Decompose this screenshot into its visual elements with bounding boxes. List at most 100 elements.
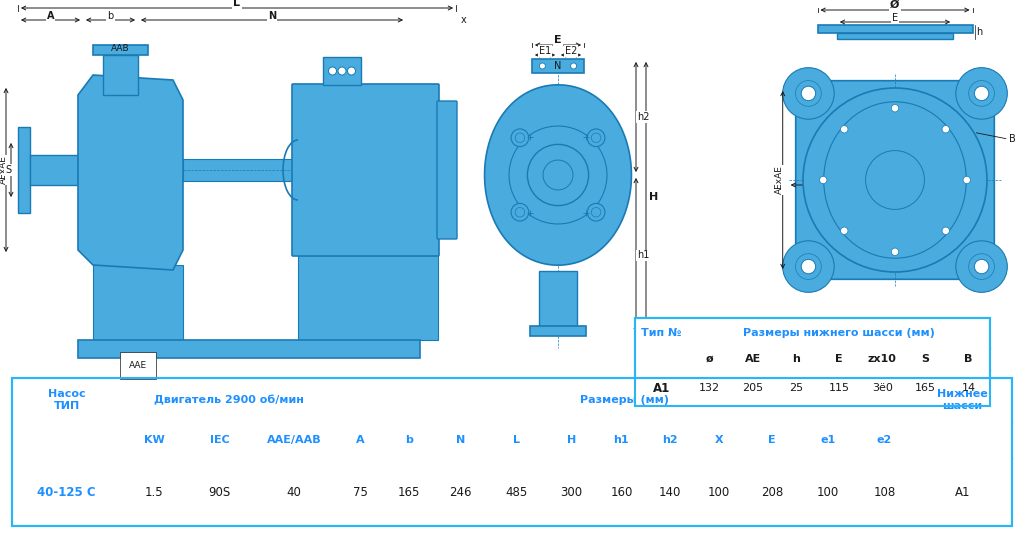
Circle shape xyxy=(841,126,848,133)
Text: h2: h2 xyxy=(637,112,649,122)
FancyBboxPatch shape xyxy=(532,59,584,73)
Text: 100: 100 xyxy=(708,486,730,499)
Text: B: B xyxy=(1009,133,1016,144)
Ellipse shape xyxy=(823,102,967,258)
Circle shape xyxy=(587,203,605,221)
Circle shape xyxy=(591,208,601,217)
Circle shape xyxy=(865,151,925,209)
Text: 1.5: 1.5 xyxy=(144,486,164,499)
Polygon shape xyxy=(78,75,183,270)
Circle shape xyxy=(841,227,848,235)
Circle shape xyxy=(891,105,899,112)
Text: 90S: 90S xyxy=(208,486,230,499)
Circle shape xyxy=(796,254,821,280)
FancyBboxPatch shape xyxy=(323,57,361,85)
Text: 40: 40 xyxy=(287,486,301,499)
Text: 208: 208 xyxy=(761,486,783,499)
FancyBboxPatch shape xyxy=(837,33,953,39)
Text: 100: 100 xyxy=(817,486,840,499)
Text: E: E xyxy=(836,354,843,364)
Text: S: S xyxy=(5,165,11,175)
Circle shape xyxy=(527,144,589,205)
Circle shape xyxy=(891,248,899,255)
FancyBboxPatch shape xyxy=(796,81,994,279)
Circle shape xyxy=(801,260,816,274)
Text: Тип №: Тип № xyxy=(641,328,682,338)
Text: b: b xyxy=(108,11,114,21)
Text: E1: E1 xyxy=(539,46,551,56)
Text: AAE/AAB: AAE/AAB xyxy=(266,435,322,445)
Text: A1: A1 xyxy=(653,382,670,395)
Text: L: L xyxy=(513,435,520,445)
Circle shape xyxy=(511,129,528,146)
Text: Размеры (мм): Размеры (мм) xyxy=(580,395,669,405)
Circle shape xyxy=(969,81,994,106)
Text: AExAE: AExAE xyxy=(0,156,7,184)
Text: KW: KW xyxy=(143,435,165,445)
Circle shape xyxy=(515,208,524,217)
Text: 115: 115 xyxy=(828,383,850,393)
FancyBboxPatch shape xyxy=(183,159,293,181)
Text: 25: 25 xyxy=(788,383,803,393)
Text: IEC: IEC xyxy=(210,435,229,445)
Text: x: x xyxy=(461,15,467,25)
Circle shape xyxy=(942,227,949,235)
Text: Нижнее
шасси: Нижнее шасси xyxy=(937,389,988,411)
Text: 132: 132 xyxy=(699,383,720,393)
Text: 75: 75 xyxy=(352,486,368,499)
Text: A1: A1 xyxy=(954,486,971,499)
Text: ø: ø xyxy=(706,354,714,364)
Circle shape xyxy=(955,68,1008,119)
Text: h: h xyxy=(792,354,800,364)
Text: E2: E2 xyxy=(565,46,578,56)
Text: H: H xyxy=(566,435,575,445)
Text: 160: 160 xyxy=(610,486,633,499)
Circle shape xyxy=(801,86,816,101)
Circle shape xyxy=(964,176,971,184)
Text: 165: 165 xyxy=(914,383,936,393)
FancyBboxPatch shape xyxy=(93,265,183,340)
Text: AE: AE xyxy=(744,354,761,364)
Circle shape xyxy=(515,133,524,143)
Circle shape xyxy=(782,68,835,119)
Text: Насос
ТИП: Насос ТИП xyxy=(48,389,86,411)
Text: Двигатель 2900 об/мин: Двигатель 2900 об/мин xyxy=(154,395,303,405)
FancyBboxPatch shape xyxy=(298,255,438,340)
FancyBboxPatch shape xyxy=(817,25,973,33)
Text: S: S xyxy=(922,354,930,364)
Circle shape xyxy=(540,63,546,69)
Text: 40-125 С: 40-125 С xyxy=(38,486,96,499)
Text: 3ё0: 3ё0 xyxy=(871,383,893,393)
Circle shape xyxy=(782,241,835,292)
Text: 300: 300 xyxy=(560,486,583,499)
Text: L: L xyxy=(233,0,241,8)
Text: Размеры нижнего шасси (мм): Размеры нижнего шасси (мм) xyxy=(743,328,935,338)
Text: h1: h1 xyxy=(613,435,629,445)
Text: AAE: AAE xyxy=(129,361,147,370)
FancyBboxPatch shape xyxy=(292,84,439,256)
Text: 140: 140 xyxy=(658,486,681,499)
Text: AAB: AAB xyxy=(112,44,130,53)
Circle shape xyxy=(969,254,994,280)
Circle shape xyxy=(587,129,605,146)
FancyBboxPatch shape xyxy=(635,318,990,406)
FancyBboxPatch shape xyxy=(30,155,78,185)
Text: 108: 108 xyxy=(873,486,895,499)
Circle shape xyxy=(543,160,573,190)
Text: N: N xyxy=(456,435,465,445)
Text: Ø: Ø xyxy=(890,0,900,10)
Circle shape xyxy=(338,67,346,75)
Text: E: E xyxy=(768,435,776,445)
Text: A: A xyxy=(355,435,365,445)
Circle shape xyxy=(329,67,337,75)
Circle shape xyxy=(511,203,528,221)
Text: b: b xyxy=(404,435,413,445)
Text: B: B xyxy=(965,354,973,364)
Text: 14: 14 xyxy=(962,383,976,393)
Text: 246: 246 xyxy=(450,486,472,499)
Circle shape xyxy=(942,126,949,133)
FancyBboxPatch shape xyxy=(437,101,457,239)
Text: 485: 485 xyxy=(506,486,527,499)
Circle shape xyxy=(975,86,989,101)
Text: E: E xyxy=(892,13,898,23)
